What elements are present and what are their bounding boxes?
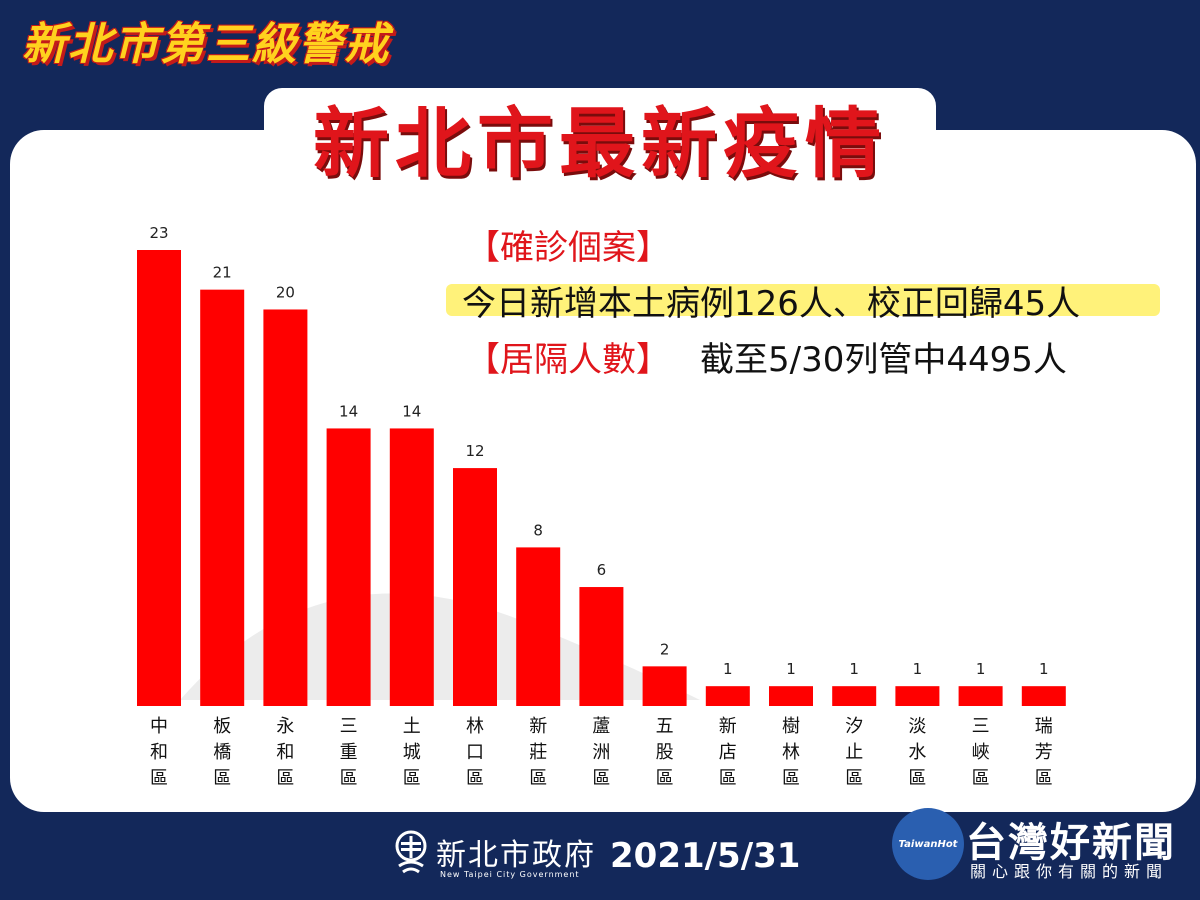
bar xyxy=(642,666,687,706)
data-label: 23 xyxy=(149,224,168,242)
data-label: 21 xyxy=(213,264,232,282)
bar xyxy=(326,428,371,706)
bar xyxy=(389,428,434,706)
bar xyxy=(263,309,308,706)
category-label: 新店區 xyxy=(719,716,737,789)
bar xyxy=(516,547,561,706)
data-label: 1 xyxy=(849,660,859,678)
category-label: 三重區 xyxy=(340,716,358,789)
confirmed-text: 今日新增本土病例126人、校正回歸45人 xyxy=(462,284,1081,324)
alert-banner: 新北市第三級警戒 xyxy=(22,19,390,70)
data-label: 20 xyxy=(276,283,295,301)
data-label: 12 xyxy=(465,442,484,460)
category-label: 土城區 xyxy=(403,716,421,789)
gov-name-en: New Taipei City Government xyxy=(440,870,580,879)
category-label: 板橋區 xyxy=(213,716,231,789)
gov-name: 新北市政府 xyxy=(436,838,596,873)
bar xyxy=(895,686,940,706)
data-label: 1 xyxy=(723,660,733,678)
data-label: 1 xyxy=(976,660,986,678)
category-label: 淡水區 xyxy=(908,716,926,789)
brand-name: 台灣好新聞 xyxy=(966,820,1176,866)
data-label: 14 xyxy=(402,402,421,420)
brand-logo-icon: TaiwanHot xyxy=(892,808,964,880)
page-title: 新北市最新疫情 xyxy=(264,88,936,188)
confirmed-label: 【確診個案】 xyxy=(466,228,670,268)
category-label: 三峽區 xyxy=(972,716,990,789)
category-label: 汐止區 xyxy=(845,716,863,789)
gov-logo-icon xyxy=(395,830,427,874)
quarantine-label: 【居隔人數】 xyxy=(466,340,670,380)
category-label: 五股區 xyxy=(656,716,674,789)
highlight-marker xyxy=(446,284,1160,316)
chart-shadow xyxy=(180,593,700,700)
category-label: 永和區 xyxy=(276,716,294,789)
category-label: 新莊區 xyxy=(529,716,547,789)
category-label: 瑞芳區 xyxy=(1035,716,1053,789)
bar xyxy=(769,686,813,706)
bar xyxy=(137,250,181,706)
bar xyxy=(1021,686,1066,706)
publish-date: 2021/5/31 xyxy=(610,836,801,876)
bar xyxy=(200,289,245,706)
bar xyxy=(579,587,624,706)
data-label: 1 xyxy=(913,660,923,678)
category-label: 樹林區 xyxy=(782,716,800,789)
bar xyxy=(958,686,1003,706)
data-label: 8 xyxy=(533,521,543,539)
data-label: 1 xyxy=(786,660,796,678)
bar xyxy=(453,468,497,706)
data-label: 2 xyxy=(660,640,670,658)
data-label: 14 xyxy=(339,402,358,420)
category-label: 蘆洲區 xyxy=(592,716,610,789)
data-label: 6 xyxy=(597,561,607,579)
data-label: 1 xyxy=(1039,660,1049,678)
category-label: 林口區 xyxy=(466,716,484,789)
category-label: 中和區 xyxy=(150,716,168,789)
bar xyxy=(832,686,877,706)
quarantine-text: 截至5/30列管中4495人 xyxy=(700,340,1067,380)
brand-tagline: 關心跟你有關的新聞 xyxy=(970,862,1169,881)
bar xyxy=(705,686,750,706)
